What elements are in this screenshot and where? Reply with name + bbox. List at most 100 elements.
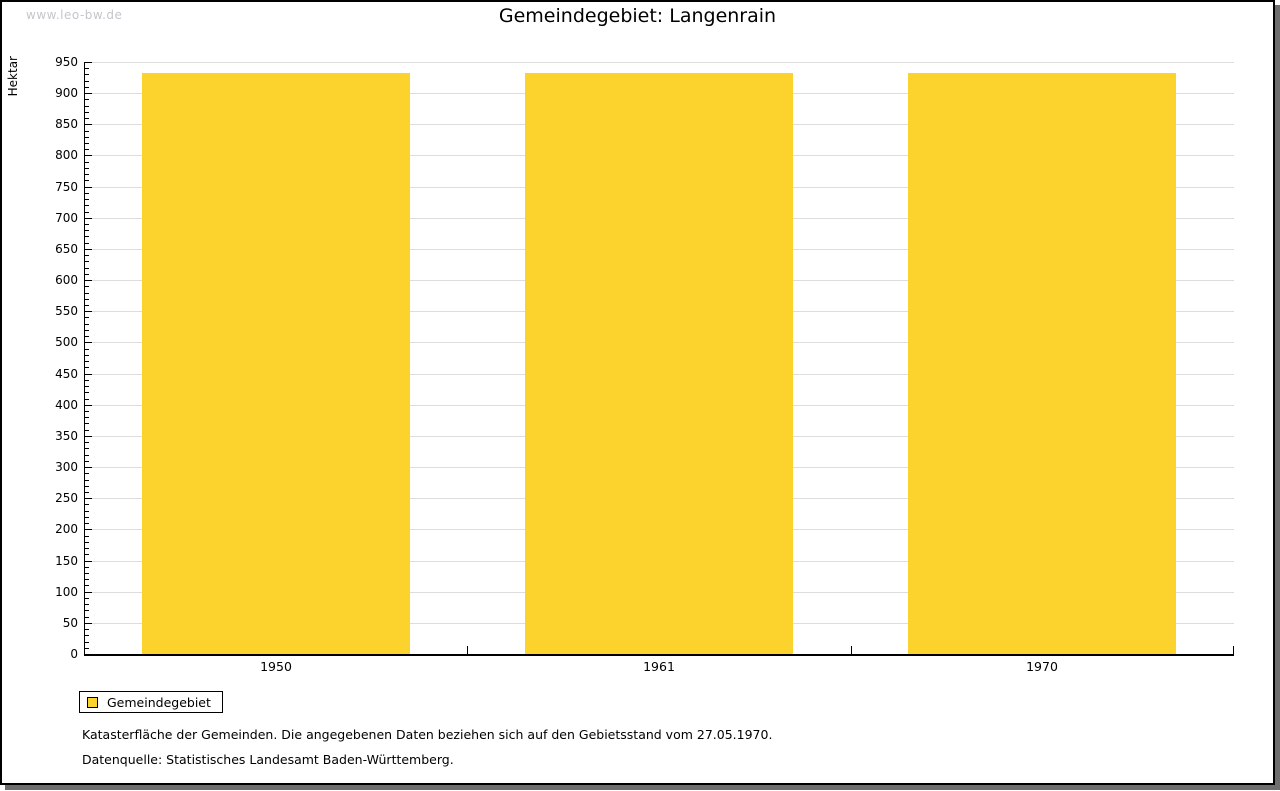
y-tick-label: 350 (55, 429, 78, 443)
y-major-tick (85, 623, 92, 624)
y-tick-label: 300 (55, 460, 78, 474)
y-minor-tick (85, 517, 89, 518)
y-tick-label: 200 (55, 522, 78, 536)
y-major-tick (85, 342, 92, 343)
y-minor-tick (85, 629, 89, 630)
footnote-source-note: Katasterfläche der Gemeinden. Die angege… (82, 727, 773, 742)
y-minor-tick (85, 261, 89, 262)
y-minor-tick (85, 174, 89, 175)
y-major-tick (85, 62, 92, 63)
y-tick-label: 400 (55, 398, 78, 412)
y-major-tick (85, 93, 92, 94)
y-minor-tick (85, 536, 89, 537)
y-minor-tick (85, 523, 89, 524)
y-minor-tick (85, 573, 89, 574)
y-minor-tick (85, 567, 89, 568)
y-minor-tick (85, 243, 89, 244)
y-tick-label: 550 (55, 304, 78, 318)
y-major-tick (85, 405, 92, 406)
y-minor-tick (85, 423, 89, 424)
y-minor-tick (85, 99, 89, 100)
y-minor-tick (85, 492, 89, 493)
y-minor-tick (85, 224, 89, 225)
y-minor-tick (85, 162, 89, 163)
y-minor-tick (85, 504, 89, 505)
y-minor-tick (85, 511, 89, 512)
y-minor-tick (85, 642, 89, 643)
y-minor-tick (85, 548, 89, 549)
y-axis-line (84, 62, 85, 656)
y-major-tick (85, 529, 92, 530)
y-minor-tick (85, 168, 89, 169)
y-major-tick (85, 155, 92, 156)
y-tick-label: 250 (55, 491, 78, 505)
y-minor-tick (85, 448, 89, 449)
y-minor-tick (85, 430, 89, 431)
y-major-tick (85, 374, 92, 375)
y-minor-tick (85, 212, 89, 213)
y-tick-label: 500 (55, 335, 78, 349)
y-minor-tick (85, 324, 89, 325)
y-tick-label: 950 (55, 55, 78, 69)
y-tick-label: 50 (62, 616, 78, 630)
y-minor-tick (85, 579, 89, 580)
y-minor-tick (85, 367, 89, 368)
y-tick-label: 0 (70, 647, 78, 661)
y-minor-tick (85, 274, 89, 275)
y-minor-tick (85, 131, 89, 132)
y-major-tick (85, 654, 92, 655)
y-minor-tick (85, 68, 89, 69)
y-minor-tick (85, 205, 89, 206)
y-tick-label: 600 (55, 273, 78, 287)
y-minor-tick (85, 349, 89, 350)
y-minor-tick (85, 554, 89, 555)
y-tick-label: 100 (55, 585, 78, 599)
y-tick-label: 700 (55, 211, 78, 225)
y-major-tick (85, 280, 92, 281)
y-minor-tick (85, 361, 89, 362)
y-minor-tick (85, 106, 89, 107)
x-tick-label: 1950 (260, 659, 292, 674)
y-minor-tick (85, 118, 89, 119)
y-minor-tick (85, 417, 89, 418)
watermark: www.leo-bw.de (26, 8, 123, 22)
y-minor-tick (85, 455, 89, 456)
footnote-data-source: Datenquelle: Statistisches Landesamt Bad… (82, 752, 454, 767)
y-minor-tick (85, 585, 89, 586)
y-major-tick (85, 498, 92, 499)
y-major-tick (85, 592, 92, 593)
y-major-tick (85, 436, 92, 437)
y-major-tick (85, 249, 92, 250)
category-boundary-tick (851, 646, 852, 654)
y-major-tick (85, 124, 92, 125)
y-minor-tick (85, 542, 89, 543)
y-minor-tick (85, 255, 89, 256)
x-tick-label: 1961 (643, 659, 675, 674)
y-minor-tick (85, 305, 89, 306)
y-minor-tick (85, 193, 89, 194)
y-major-tick (85, 187, 92, 188)
y-minor-tick (85, 392, 89, 393)
y-tick-label: 450 (55, 367, 78, 381)
y-minor-tick (85, 230, 89, 231)
y-minor-tick (85, 317, 89, 318)
x-axis-end-tick (1233, 646, 1234, 654)
y-minor-tick (85, 112, 89, 113)
y-tick-label: 150 (55, 554, 78, 568)
y-minor-tick (85, 268, 89, 269)
y-minor-tick (85, 199, 89, 200)
y-tick-label: 800 (55, 148, 78, 162)
y-minor-tick (85, 299, 89, 300)
y-major-tick (85, 311, 92, 312)
y-minor-tick (85, 648, 89, 649)
y-minor-tick (85, 598, 89, 599)
y-minor-tick (85, 461, 89, 462)
y-minor-tick (85, 486, 89, 487)
bar-1950 (142, 73, 410, 654)
y-minor-tick (85, 286, 89, 287)
y-tick-label: 900 (55, 86, 78, 100)
legend: Gemeindegebiet (79, 691, 223, 713)
x-tick-label: 1970 (1026, 659, 1058, 674)
y-minor-tick (85, 399, 89, 400)
